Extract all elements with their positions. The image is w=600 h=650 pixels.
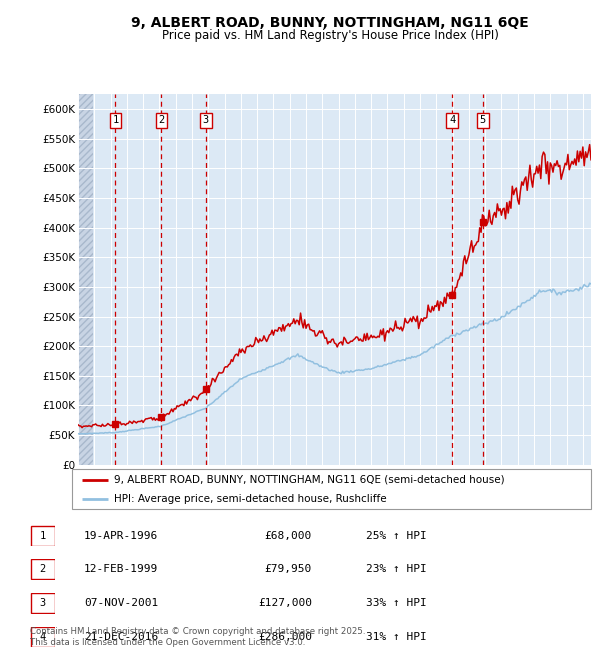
- Bar: [78, 94, 93, 465]
- Text: 2: 2: [158, 115, 164, 125]
- Text: 3: 3: [40, 598, 46, 608]
- Text: £68,000: £68,000: [265, 530, 312, 541]
- Text: Price paid vs. HM Land Registry's House Price Index (HPI): Price paid vs. HM Land Registry's House …: [161, 29, 499, 42]
- Text: 31% ↑ HPI: 31% ↑ HPI: [366, 632, 427, 642]
- Text: 12-FEB-1999: 12-FEB-1999: [84, 564, 158, 575]
- Text: 9, ALBERT ROAD, BUNNY, NOTTINGHAM, NG11 6QE: 9, ALBERT ROAD, BUNNY, NOTTINGHAM, NG11 …: [131, 16, 529, 31]
- Text: £286,000: £286,000: [258, 632, 312, 642]
- Text: £79,950: £79,950: [265, 564, 312, 575]
- FancyBboxPatch shape: [31, 593, 55, 613]
- Text: £127,000: £127,000: [258, 598, 312, 608]
- Text: 23% ↑ HPI: 23% ↑ HPI: [366, 564, 427, 575]
- Text: 1: 1: [112, 115, 119, 125]
- FancyBboxPatch shape: [31, 560, 55, 579]
- FancyBboxPatch shape: [72, 469, 591, 509]
- Bar: [78, 94, 93, 465]
- Text: 2: 2: [40, 564, 46, 575]
- Text: 5: 5: [480, 115, 486, 125]
- Text: 4: 4: [40, 632, 46, 642]
- Text: 07-NOV-2001: 07-NOV-2001: [84, 598, 158, 608]
- FancyBboxPatch shape: [31, 627, 55, 647]
- Text: Contains HM Land Registry data © Crown copyright and database right 2025.
This d: Contains HM Land Registry data © Crown c…: [30, 627, 365, 647]
- Text: 4: 4: [449, 115, 455, 125]
- Text: 3: 3: [203, 115, 209, 125]
- Text: 1: 1: [40, 530, 46, 541]
- Text: 9, ALBERT ROAD, BUNNY, NOTTINGHAM, NG11 6QE (semi-detached house): 9, ALBERT ROAD, BUNNY, NOTTINGHAM, NG11 …: [113, 475, 504, 485]
- Text: 19-APR-1996: 19-APR-1996: [84, 530, 158, 541]
- Text: HPI: Average price, semi-detached house, Rushcliffe: HPI: Average price, semi-detached house,…: [113, 494, 386, 504]
- Text: 21-DEC-2016: 21-DEC-2016: [84, 632, 158, 642]
- Text: 33% ↑ HPI: 33% ↑ HPI: [366, 598, 427, 608]
- FancyBboxPatch shape: [31, 526, 55, 545]
- Text: 25% ↑ HPI: 25% ↑ HPI: [366, 530, 427, 541]
